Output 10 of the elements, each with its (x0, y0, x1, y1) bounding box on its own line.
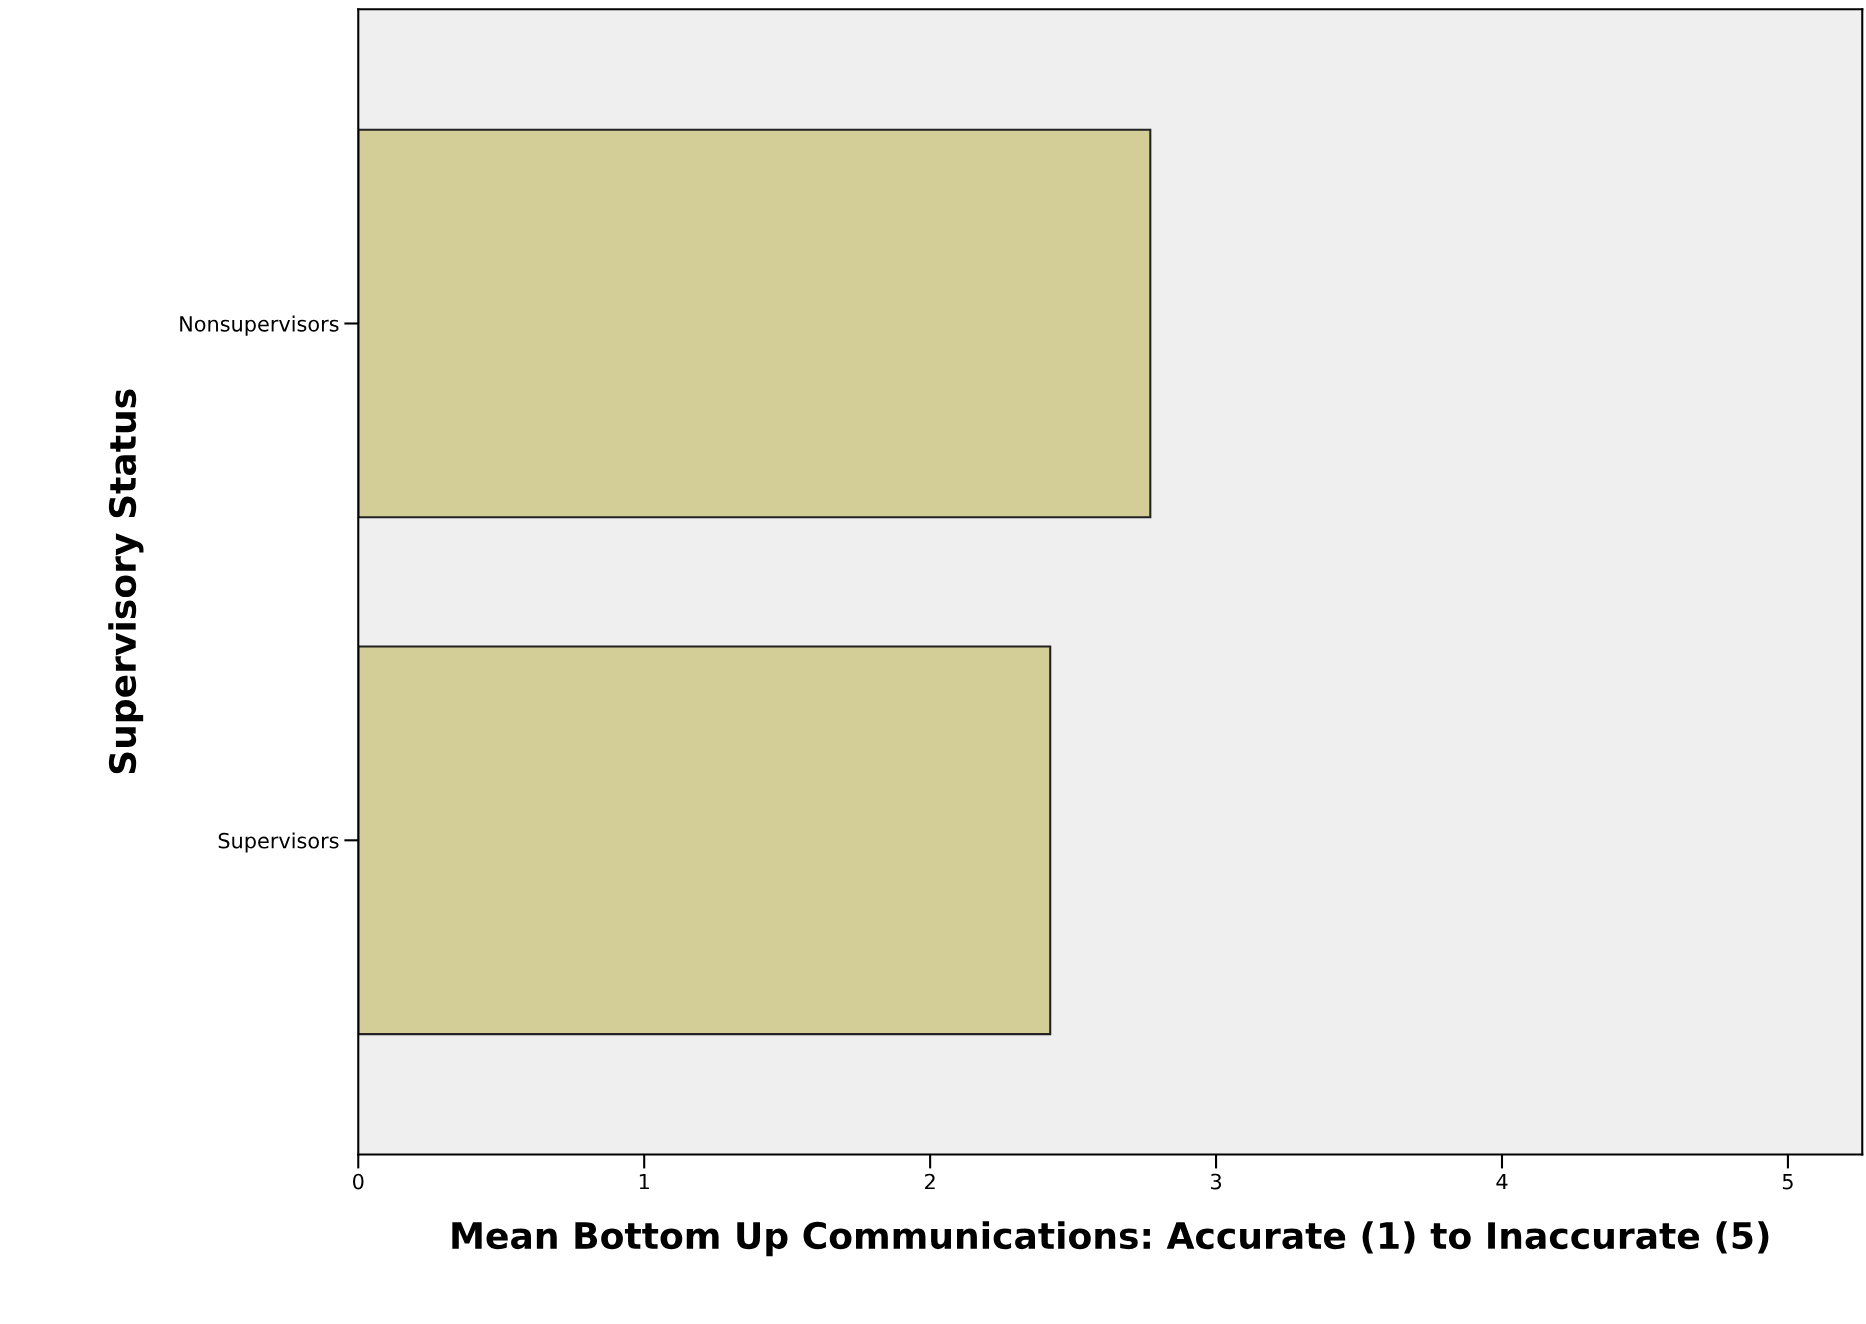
x-tick-label: 2 (925, 1173, 935, 1190)
y-tick-label: Nonsupervisors (180, 315, 339, 336)
x-tick-label: 3 (1211, 1173, 1222, 1190)
x-tick-label: 5 (1782, 1173, 1793, 1190)
x-axis-title: Mean Bottom Up Communications: Accurate (1) to Inaccurate (5) (452, 1221, 1769, 1257)
x-tick-label: 4 (1496, 1173, 1508, 1190)
x-tick-label: 0 (353, 1173, 364, 1190)
y-tick-label: Supervisors (218, 832, 339, 853)
x-tick-label: 1 (639, 1173, 649, 1190)
y-axis-title: Supervisory Status (108, 389, 144, 774)
